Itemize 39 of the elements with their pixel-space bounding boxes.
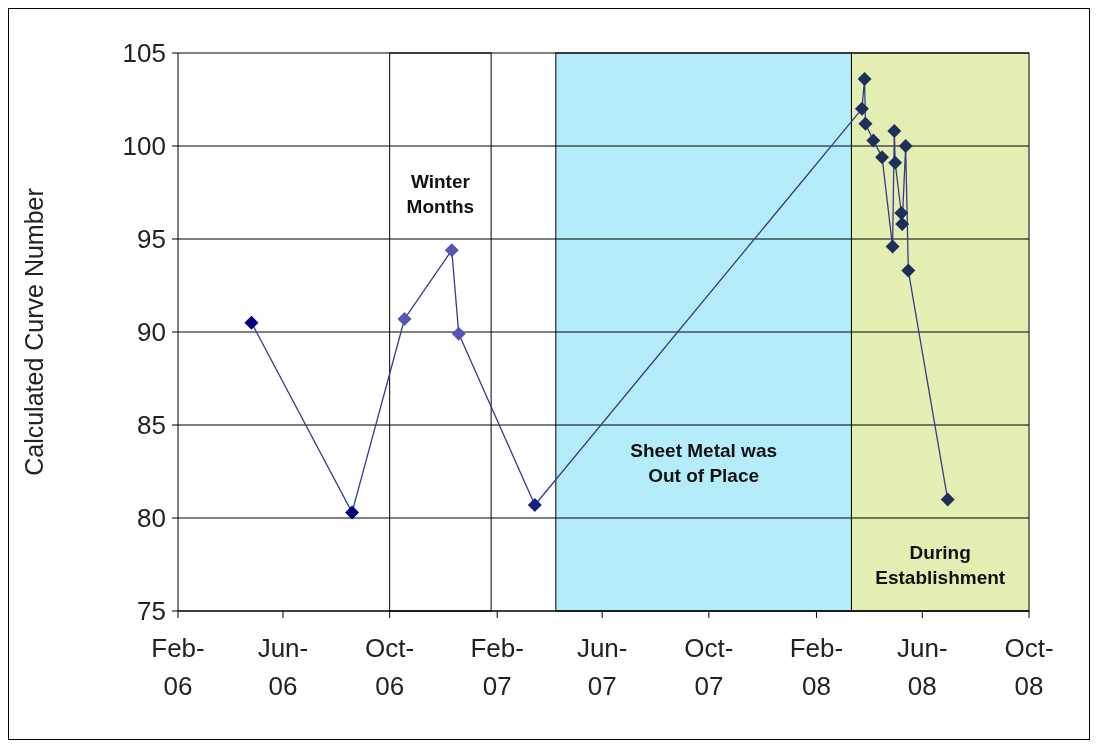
x-tick-label: Oct-07: [684, 633, 734, 701]
point: [885, 239, 900, 254]
y-axis-title: Calculated Curve Number: [20, 188, 48, 476]
point: [898, 139, 913, 153]
y-tick-label: 95: [137, 224, 166, 255]
band-label: Sheet Metal was Out of Place: [630, 439, 778, 486]
x-tick-label: Jun-08: [897, 633, 948, 701]
point: [444, 243, 459, 258]
x-tick-label: Oct-08: [1004, 633, 1054, 701]
point: [857, 72, 872, 87]
point: [527, 497, 542, 512]
point: [858, 116, 873, 131]
band-label: Winter Months: [406, 171, 475, 217]
x-tick-label: Feb-08: [789, 633, 844, 701]
point: [940, 492, 955, 507]
x-tick-label: Jun-07: [576, 633, 628, 701]
point: [888, 155, 903, 170]
point: [887, 124, 902, 139]
x-tick-label: Jun-06: [257, 633, 309, 701]
x-tick-label: Feb-06: [151, 633, 205, 701]
point: [895, 217, 910, 232]
y-tick-label: 105: [122, 38, 166, 69]
y-tick-label: 80: [137, 503, 166, 534]
point: [397, 311, 412, 326]
point: [894, 205, 909, 220]
y-tick-label: 90: [137, 317, 166, 348]
point: [451, 326, 466, 341]
point: [244, 315, 259, 330]
point: [901, 263, 916, 278]
point: [866, 133, 881, 148]
point: [345, 505, 360, 520]
x-tick-label: Oct-06: [365, 633, 415, 701]
x-tick-label: Feb-07: [470, 633, 524, 701]
point: [854, 101, 869, 116]
y-tick-label: 85: [137, 410, 166, 441]
y-tick-label: 100: [122, 131, 166, 162]
y-tick-label: 75: [137, 596, 166, 627]
point: [875, 150, 890, 165]
band-label: During Establishment: [875, 541, 1006, 588]
